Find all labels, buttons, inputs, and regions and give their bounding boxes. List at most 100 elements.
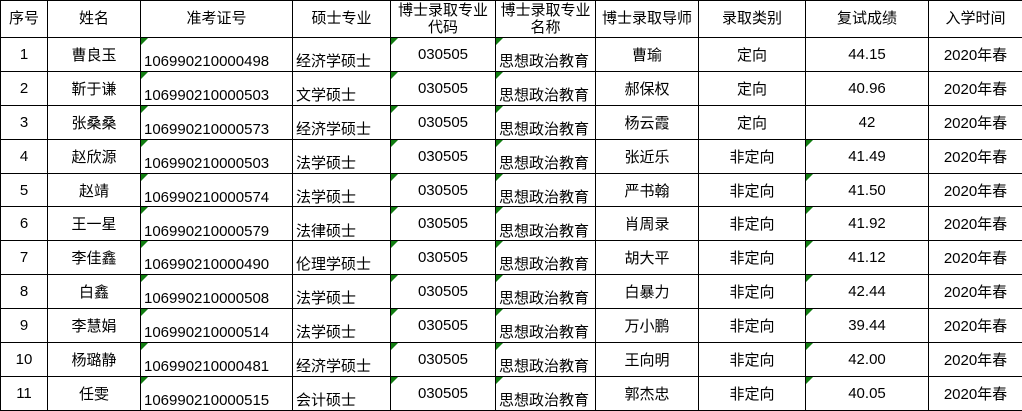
column-header-master_major[interactable]: 硕士专业: [293, 1, 391, 38]
cell-category[interactable]: 非定向: [699, 275, 806, 309]
cell-enroll[interactable]: 2020年春: [929, 38, 1022, 72]
cell-enroll[interactable]: 2020年春: [929, 139, 1022, 173]
cell-ticket[interactable]: 106990210000579: [141, 207, 293, 241]
cell-seq[interactable]: 2: [1, 71, 48, 105]
cell-seq[interactable]: 4: [1, 139, 48, 173]
cell-seq[interactable]: 10: [1, 343, 48, 377]
cell-supervisor[interactable]: 杨云霞: [596, 105, 699, 139]
cell-category[interactable]: 非定向: [699, 207, 806, 241]
cell-enroll[interactable]: 2020年春: [929, 105, 1022, 139]
cell-phd_code[interactable]: 030505: [391, 275, 496, 309]
cell-seq[interactable]: 9: [1, 309, 48, 343]
cell-category[interactable]: 定向: [699, 105, 806, 139]
cell-phd_major[interactable]: 思想政治教育: [496, 139, 596, 173]
cell-seq[interactable]: 7: [1, 241, 48, 275]
cell-ticket[interactable]: 106990210000573: [141, 105, 293, 139]
cell-supervisor[interactable]: 肖周录: [596, 207, 699, 241]
cell-enroll[interactable]: 2020年春: [929, 343, 1022, 377]
cell-supervisor[interactable]: 曹瑜: [596, 38, 699, 72]
cell-score[interactable]: 42.44: [806, 275, 929, 309]
cell-phd_code[interactable]: 030505: [391, 241, 496, 275]
cell-phd_major[interactable]: 思想政治教育: [496, 71, 596, 105]
cell-phd_code[interactable]: 030505: [391, 309, 496, 343]
cell-score[interactable]: 41.50: [806, 173, 929, 207]
column-header-enroll[interactable]: 入学时间: [929, 1, 1022, 38]
cell-phd_major[interactable]: 思想政治教育: [496, 38, 596, 72]
cell-phd_major[interactable]: 思想政治教育: [496, 376, 596, 410]
cell-master_major[interactable]: 法律硕士: [293, 207, 391, 241]
cell-name[interactable]: 曹良玉: [48, 38, 141, 72]
cell-enroll[interactable]: 2020年春: [929, 173, 1022, 207]
cell-supervisor[interactable]: 白暴力: [596, 275, 699, 309]
cell-seq[interactable]: 6: [1, 207, 48, 241]
cell-name[interactable]: 白鑫: [48, 275, 141, 309]
column-header-phd_code[interactable]: 博士录取专业 代码: [391, 1, 496, 38]
cell-phd_major[interactable]: 思想政治教育: [496, 275, 596, 309]
cell-phd_code[interactable]: 030505: [391, 173, 496, 207]
cell-name[interactable]: 李慧娟: [48, 309, 141, 343]
cell-master_major[interactable]: 经济学硕士: [293, 105, 391, 139]
cell-ticket[interactable]: 106990210000514: [141, 309, 293, 343]
column-header-name[interactable]: 姓名: [48, 1, 141, 38]
cell-name[interactable]: 张桑桑: [48, 105, 141, 139]
cell-score[interactable]: 39.44: [806, 309, 929, 343]
cell-phd_major[interactable]: 思想政治教育: [496, 309, 596, 343]
cell-master_major[interactable]: 法学硕士: [293, 275, 391, 309]
cell-name[interactable]: 赵靖: [48, 173, 141, 207]
cell-supervisor[interactable]: 万小鹏: [596, 309, 699, 343]
cell-phd_code[interactable]: 030505: [391, 343, 496, 377]
cell-supervisor[interactable]: 严书翰: [596, 173, 699, 207]
cell-phd_major[interactable]: 思想政治教育: [496, 207, 596, 241]
cell-master_major[interactable]: 经济学硕士: [293, 343, 391, 377]
cell-name[interactable]: 任雯: [48, 376, 141, 410]
cell-enroll[interactable]: 2020年春: [929, 275, 1022, 309]
cell-score[interactable]: 40.05: [806, 376, 929, 410]
cell-phd_major[interactable]: 思想政治教育: [496, 173, 596, 207]
column-header-supervisor[interactable]: 博士录取导师: [596, 1, 699, 38]
cell-ticket[interactable]: 106990210000503: [141, 71, 293, 105]
cell-master_major[interactable]: 会计硕士: [293, 376, 391, 410]
column-header-ticket[interactable]: 准考证号: [141, 1, 293, 38]
column-header-phd_major[interactable]: 博士录取专业 名称: [496, 1, 596, 38]
cell-category[interactable]: 非定向: [699, 139, 806, 173]
cell-category[interactable]: 非定向: [699, 343, 806, 377]
cell-score[interactable]: 41.12: [806, 241, 929, 275]
cell-score[interactable]: 42: [806, 105, 929, 139]
cell-master_major[interactable]: 文学硕士: [293, 71, 391, 105]
cell-category[interactable]: 定向: [699, 71, 806, 105]
cell-ticket[interactable]: 106990210000503: [141, 139, 293, 173]
cell-name[interactable]: 赵欣源: [48, 139, 141, 173]
cell-phd_code[interactable]: 030505: [391, 376, 496, 410]
cell-enroll[interactable]: 2020年春: [929, 241, 1022, 275]
cell-score[interactable]: 42.00: [806, 343, 929, 377]
cell-enroll[interactable]: 2020年春: [929, 71, 1022, 105]
cell-supervisor[interactable]: 郝保权: [596, 71, 699, 105]
cell-name[interactable]: 杨璐静: [48, 343, 141, 377]
cell-seq[interactable]: 11: [1, 376, 48, 410]
cell-name[interactable]: 靳于谦: [48, 71, 141, 105]
cell-score[interactable]: 40.96: [806, 71, 929, 105]
cell-phd_code[interactable]: 030505: [391, 139, 496, 173]
cell-phd_major[interactable]: 思想政治教育: [496, 105, 596, 139]
cell-phd_code[interactable]: 030505: [391, 207, 496, 241]
cell-seq[interactable]: 1: [1, 38, 48, 72]
cell-category[interactable]: 定向: [699, 38, 806, 72]
cell-seq[interactable]: 5: [1, 173, 48, 207]
cell-ticket[interactable]: 106990210000574: [141, 173, 293, 207]
cell-master_major[interactable]: 法学硕士: [293, 139, 391, 173]
cell-supervisor[interactable]: 胡大平: [596, 241, 699, 275]
cell-supervisor[interactable]: 王向明: [596, 343, 699, 377]
cell-ticket[interactable]: 106990210000481: [141, 343, 293, 377]
cell-master_major[interactable]: 伦理学硕士: [293, 241, 391, 275]
cell-ticket[interactable]: 106990210000508: [141, 275, 293, 309]
column-header-category[interactable]: 录取类别: [699, 1, 806, 38]
cell-seq[interactable]: 8: [1, 275, 48, 309]
cell-phd_code[interactable]: 030505: [391, 71, 496, 105]
cell-phd_major[interactable]: 思想政治教育: [496, 241, 596, 275]
cell-category[interactable]: 非定向: [699, 376, 806, 410]
column-header-seq[interactable]: 序号: [1, 1, 48, 38]
cell-seq[interactable]: 3: [1, 105, 48, 139]
cell-phd_code[interactable]: 030505: [391, 38, 496, 72]
cell-supervisor[interactable]: 张近乐: [596, 139, 699, 173]
cell-category[interactable]: 非定向: [699, 241, 806, 275]
